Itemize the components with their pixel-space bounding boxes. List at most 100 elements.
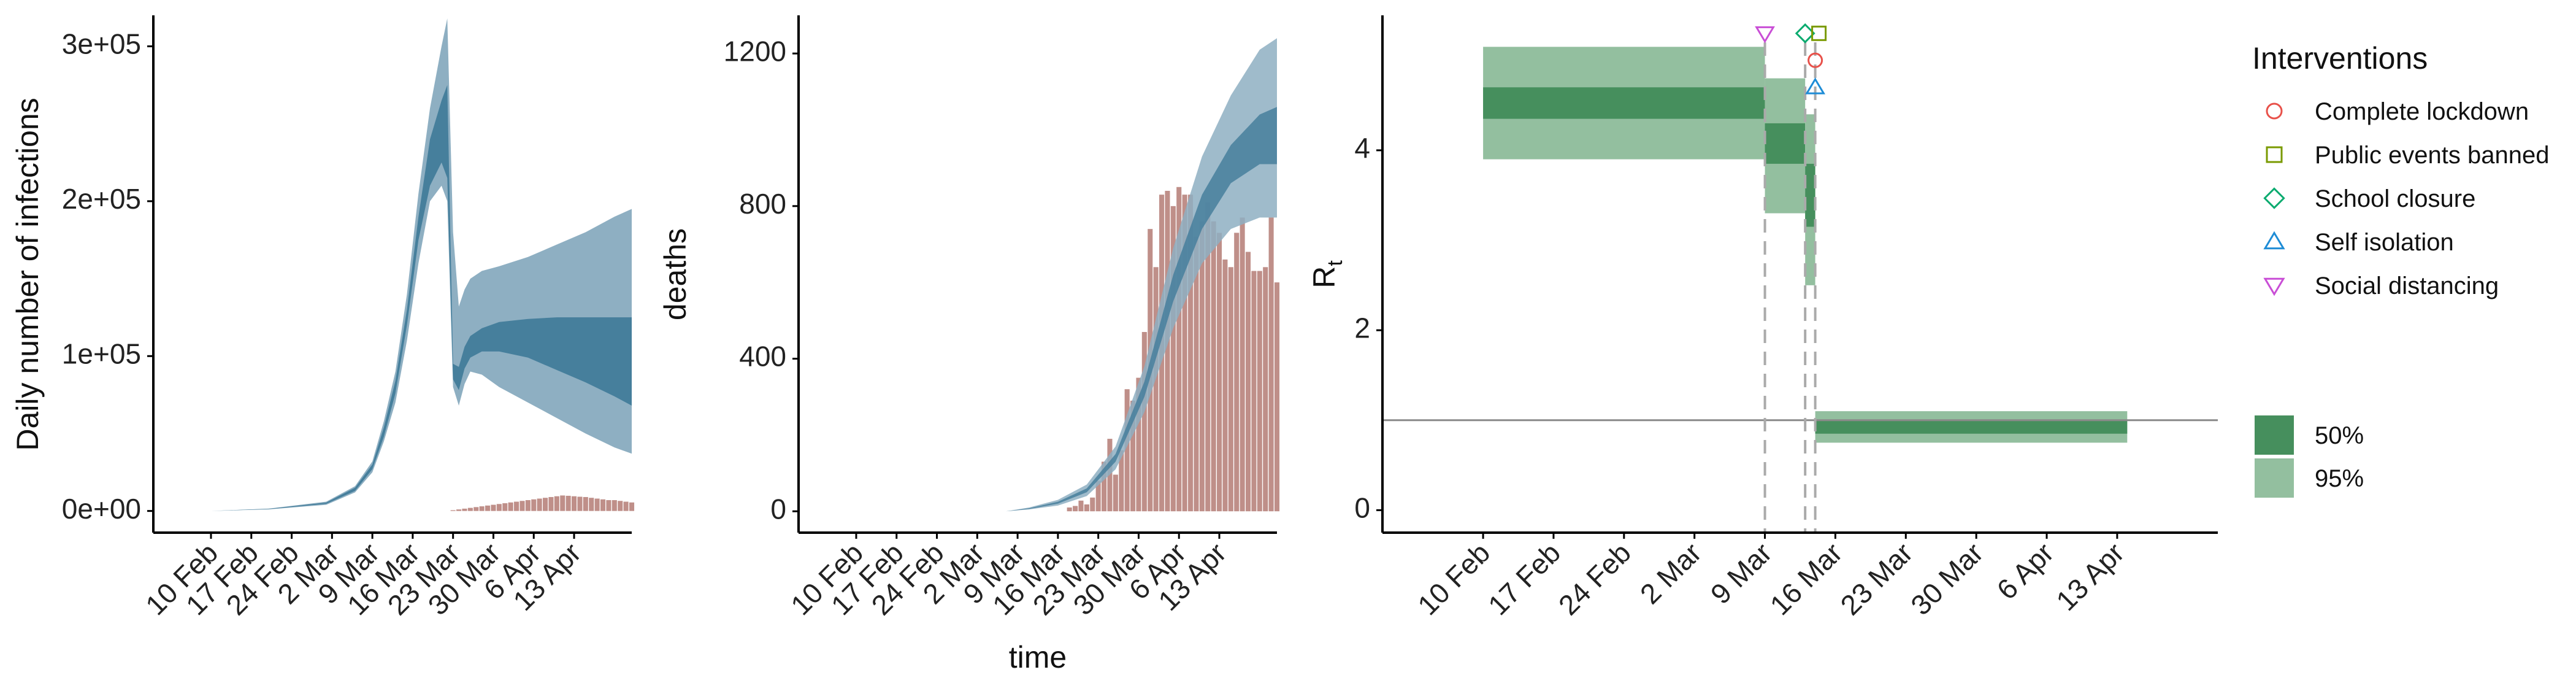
infections-bar <box>629 502 635 511</box>
legend-label-95: 95% <box>2315 465 2364 492</box>
rt-y-tick-label: 4 <box>1354 132 1370 164</box>
deaths-x-axis-title: time <box>1009 640 1067 674</box>
deaths-bar <box>1170 206 1176 512</box>
legend-symbols <box>2263 102 2285 296</box>
deaths-y-axis-title: deaths <box>658 228 692 320</box>
infections-bar <box>623 501 629 511</box>
deaths-bar <box>1240 217 1245 512</box>
deaths-bar <box>1216 233 1222 512</box>
infections-bar <box>577 496 583 511</box>
deaths-bar <box>1153 267 1159 512</box>
marker-school-closure <box>1795 23 1815 44</box>
infections-bar <box>606 500 611 511</box>
infections-bar <box>611 500 617 511</box>
marker-public-events-banned <box>1811 25 1827 41</box>
deaths-bar <box>1136 377 1141 512</box>
deaths-bar <box>1257 271 1262 512</box>
deaths-bands <box>1006 38 1277 512</box>
infections-y-tick-label: 2e+05 <box>62 183 141 215</box>
rt-x-tick-label: 13 Apr <box>2050 536 2130 617</box>
legend-label-school-closure: School closure <box>2315 185 2475 212</box>
deaths-bar <box>1187 195 1194 512</box>
legend-symbol-self-isolation <box>2263 231 2285 250</box>
deaths-bar <box>1073 506 1078 512</box>
intervention-markers <box>1755 23 1827 95</box>
infections-y-axis-title: Daily number of infections <box>10 98 45 450</box>
infections-bar <box>473 507 479 511</box>
infections-bar <box>502 503 508 511</box>
infections-bar <box>514 501 519 511</box>
infections-y-tick-label: 1e+05 <box>62 338 141 369</box>
marker-complete-lockdown <box>1807 52 1823 68</box>
rt-y-tick-label: 0 <box>1354 492 1370 524</box>
deaths-bar <box>1078 500 1084 512</box>
infections-bars <box>450 495 635 511</box>
infections-bar <box>519 501 525 511</box>
deaths-bar <box>1107 439 1113 512</box>
deaths-bar <box>1263 267 1268 512</box>
legend-label-social-distancing: Social distancing <box>2315 272 2499 299</box>
deaths-y-tick-label: 800 <box>739 188 786 220</box>
infections-bar <box>589 498 594 511</box>
legend-key-95 <box>2255 458 2294 498</box>
rt-x-tick-label: 6 Apr <box>1990 536 2060 606</box>
infections-bar <box>594 498 600 511</box>
infections-bar <box>450 510 456 511</box>
deaths-y-tick-label: 1200 <box>724 35 786 67</box>
infections-bar <box>491 504 496 511</box>
deaths-bar <box>1211 221 1216 512</box>
infections-bar <box>542 498 548 511</box>
infections-panel: 0e+00 1e+05 2e+05 3e+05 10 Feb 17 Feb 24… <box>10 15 635 621</box>
deaths-bar <box>1113 474 1118 512</box>
deaths-bar <box>1234 233 1240 512</box>
infections-bar <box>479 506 485 511</box>
deaths-bar <box>1268 217 1274 512</box>
rt-x-tick-label: 2 Mar <box>1634 536 1708 610</box>
infections-bar <box>554 496 559 511</box>
infections-bar <box>600 499 606 511</box>
infections-bands <box>210 18 632 511</box>
rt-panel: 0 2 4 10 Feb 17 Feb 24 Feb 2 Mar 9 Mar 1… <box>1307 15 2550 621</box>
rt-band-50 <box>1805 163 1815 227</box>
legend-label-self-isolation: Self isolation <box>2315 229 2454 256</box>
legend-title: Interventions <box>2252 41 2428 75</box>
deaths-bar <box>1205 202 1211 512</box>
deaths-band-50 <box>1006 107 1277 512</box>
deaths-band-95 <box>1006 38 1277 512</box>
infections-bar <box>618 501 623 511</box>
infections-bar <box>508 502 513 511</box>
deaths-bar <box>1095 480 1101 512</box>
legend-label-50: 50% <box>2315 422 2364 449</box>
infections-bar <box>525 500 531 511</box>
rt-band-50 <box>1483 87 1765 119</box>
marker-self-isolation <box>1805 77 1826 95</box>
infections-bar <box>485 505 491 511</box>
deaths-bar <box>1119 450 1124 512</box>
rt-x-tick-label: 16 Mar <box>1763 536 1848 621</box>
deaths-bar <box>1084 504 1089 512</box>
infections-bar <box>456 509 462 511</box>
deaths-bar <box>1194 236 1199 512</box>
deaths-bar <box>1102 461 1107 512</box>
legend-symbol-school-closure <box>2263 187 2285 209</box>
infections-band-95 <box>210 18 632 511</box>
rt-y-axis-title: Rt <box>1307 260 1347 288</box>
infections-bar <box>537 498 542 511</box>
infections-bar <box>548 496 554 511</box>
deaths-bar <box>1274 282 1280 512</box>
infections-y-tick-label: 0e+00 <box>62 493 141 525</box>
infections-bar <box>462 508 467 511</box>
rt-x-tick-label: 23 Mar <box>1834 536 1919 621</box>
rt-y-axis-title-main: R <box>1307 266 1341 288</box>
deaths-bar <box>1228 267 1233 512</box>
infections-bar <box>583 496 588 511</box>
infections-bar <box>496 504 502 511</box>
deaths-bar <box>1124 389 1130 512</box>
legend-key-50 <box>2255 415 2294 455</box>
deaths-bars <box>1067 187 1280 512</box>
intervention-lines <box>1763 42 1817 533</box>
deaths-panel: 0 400 800 1200 10 Feb 17 Feb 24 Feb 2 Ma… <box>658 15 1280 674</box>
rt-x-tick-label: 17 Feb <box>1482 536 1566 621</box>
legend-label-public-events-banned: Public events banned <box>2315 142 2550 169</box>
rt-band-50 <box>1765 123 1806 164</box>
